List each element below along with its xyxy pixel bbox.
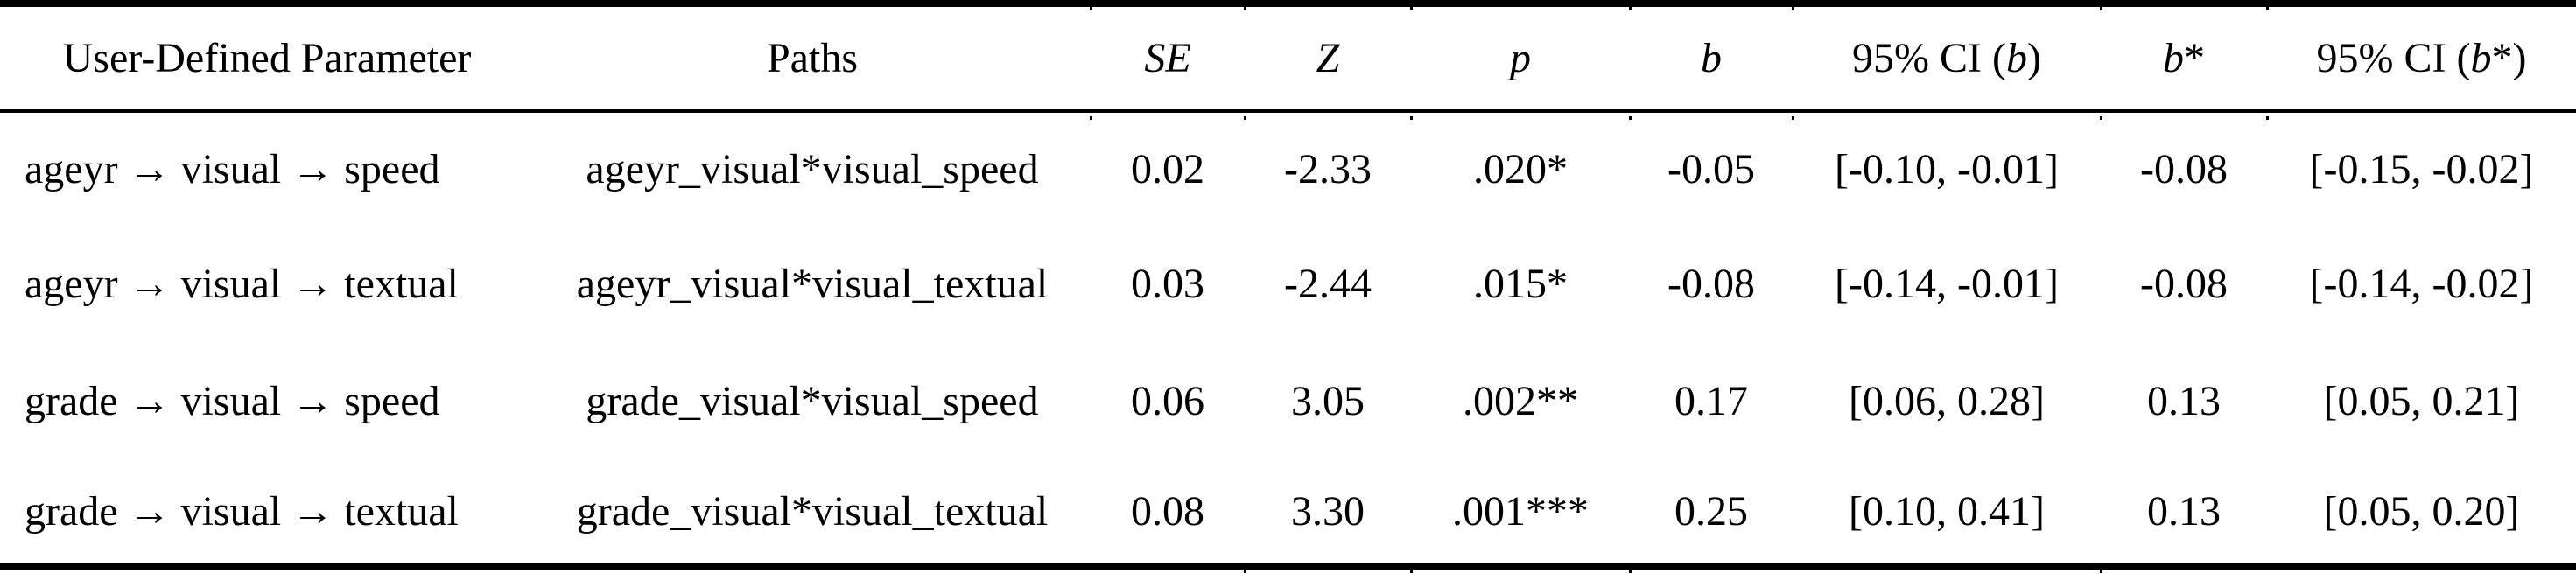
table-row: ageyr → visual → speed ageyr_visual*visu… — [0, 111, 2576, 225]
header-label-italic: p — [1510, 35, 1531, 81]
cell-z: 3.30 — [1291, 487, 1365, 535]
header-label-suffix: *) — [2491, 35, 2527, 81]
column-header-paths: Paths — [534, 3, 1091, 113]
cell-parameter: ageyr → visual → speed — [25, 145, 440, 192]
column-boundary-tick — [2266, 7, 2269, 10]
cell-path: ageyr_visual*visual_textual — [576, 260, 1049, 307]
column-boundary-tick — [1629, 116, 1632, 120]
column-header-z: Z — [1245, 3, 1411, 113]
column-boundary-tick — [2100, 116, 2102, 120]
cell-se: 0.03 — [1131, 260, 1204, 307]
column-boundary-tick — [1410, 7, 1413, 10]
column-header-p: p — [1411, 3, 1630, 113]
column-boundary-tick — [1244, 7, 1246, 10]
column-boundary-tick — [1090, 7, 1092, 10]
cell-ci-b: [-0.14, -0.01] — [1835, 260, 2059, 307]
header-label-suffix: ) — [2026, 35, 2041, 81]
cell-z: 3.05 — [1291, 377, 1365, 424]
cell-b: -0.05 — [1667, 145, 1755, 192]
cell-p: .020* — [1473, 145, 1568, 192]
cell-parameter: grade → visual → speed — [25, 377, 440, 424]
header-label-italic: b — [1701, 35, 1722, 81]
cell-se: 0.02 — [1131, 145, 1204, 192]
cell-b-star: 0.13 — [2147, 377, 2221, 424]
column-boundary-tick — [1792, 116, 1794, 120]
cell-p: .015* — [1473, 260, 1568, 307]
column-boundary-tick — [1629, 7, 1632, 10]
table-row: grade → visual → textual grade_visual*vi… — [0, 459, 2576, 566]
column-boundary-tick — [2100, 570, 2102, 573]
column-header-se: SE — [1091, 3, 1245, 113]
header-label: 95% CI ( — [2316, 35, 2471, 81]
cell-ci-b-star: [-0.14, -0.02] — [2309, 260, 2534, 307]
column-boundary-tick — [2266, 116, 2269, 120]
header-label-italic: b — [2163, 35, 2184, 81]
cell-se: 0.06 — [1131, 377, 1204, 424]
header-label-italic: Z — [1316, 35, 1340, 81]
column-boundary-tick — [1090, 116, 1092, 120]
cell-z: -2.44 — [1284, 260, 1372, 307]
cell-b-star: -0.08 — [2140, 145, 2228, 192]
cell-p: .001*** — [1452, 487, 1589, 535]
column-header-b: b — [1630, 3, 1793, 113]
header-label: User-Defined Parameter — [62, 35, 472, 81]
table-body: ageyr → visual → speed ageyr_visual*visu… — [0, 111, 2576, 566]
cell-path: ageyr_visual*visual_speed — [586, 145, 1039, 192]
column-header-ci-b: 95% CI (b) — [1793, 3, 2101, 113]
table-row: ageyr → visual → textual ageyr_visual*vi… — [0, 225, 2576, 342]
column-header-b-star: b* — [2101, 3, 2267, 113]
cell-ci-b-star: [0.05, 0.20] — [2323, 487, 2520, 535]
cell-ci-b-star: [-0.15, -0.02] — [2309, 145, 2534, 192]
cell-p: .002** — [1463, 377, 1578, 424]
cell-ci-b-star: [0.05, 0.21] — [2323, 377, 2520, 424]
cell-b-star: 0.13 — [2147, 487, 2221, 535]
column-header-parameter: User-Defined Parameter — [0, 3, 534, 113]
cell-ci-b: [0.10, 0.41] — [1849, 487, 2045, 535]
cell-b: -0.08 — [1667, 260, 1755, 307]
header-row: User-Defined Parameter Paths SE Z p b 95… — [0, 3, 2576, 113]
header-label: Paths — [766, 35, 858, 81]
cell-se: 0.08 — [1131, 487, 1204, 535]
column-boundary-tick — [1629, 570, 1632, 573]
header-label-suffix: * — [2184, 35, 2205, 81]
column-boundary-tick — [2100, 7, 2102, 10]
table-header: User-Defined Parameter Paths SE Z p b 95… — [0, 3, 2576, 113]
cell-parameter: ageyr → visual → textual — [25, 260, 459, 307]
header-label: 95% CI ( — [1852, 35, 2006, 81]
cell-b-star: -0.08 — [2140, 260, 2228, 307]
cell-parameter: grade → visual → textual — [25, 487, 459, 535]
cell-ci-b: [0.06, 0.28] — [1849, 377, 2045, 424]
column-boundary-tick — [1410, 116, 1413, 120]
column-boundary-tick — [1244, 116, 1246, 120]
cell-ci-b: [-0.10, -0.01] — [1835, 145, 2059, 192]
column-boundary-tick — [1410, 570, 1413, 573]
table-row: grade → visual → speed grade_visual*visu… — [0, 342, 2576, 459]
column-boundary-tick — [1792, 7, 1794, 10]
header-label-italic: b — [2470, 35, 2492, 81]
cell-b: 0.25 — [1674, 487, 1748, 535]
column-header-ci-b-star: 95% CI (b*) — [2267, 3, 2576, 113]
header-label-italic: SE — [1144, 35, 1191, 81]
cell-z: -2.33 — [1284, 145, 1372, 192]
cell-b: 0.17 — [1674, 377, 1748, 424]
column-boundary-tick — [1244, 570, 1246, 573]
cell-path: grade_visual*visual_speed — [586, 377, 1039, 424]
header-label-italic: b — [2005, 35, 2027, 81]
cell-path: grade_visual*visual_textual — [576, 487, 1049, 535]
